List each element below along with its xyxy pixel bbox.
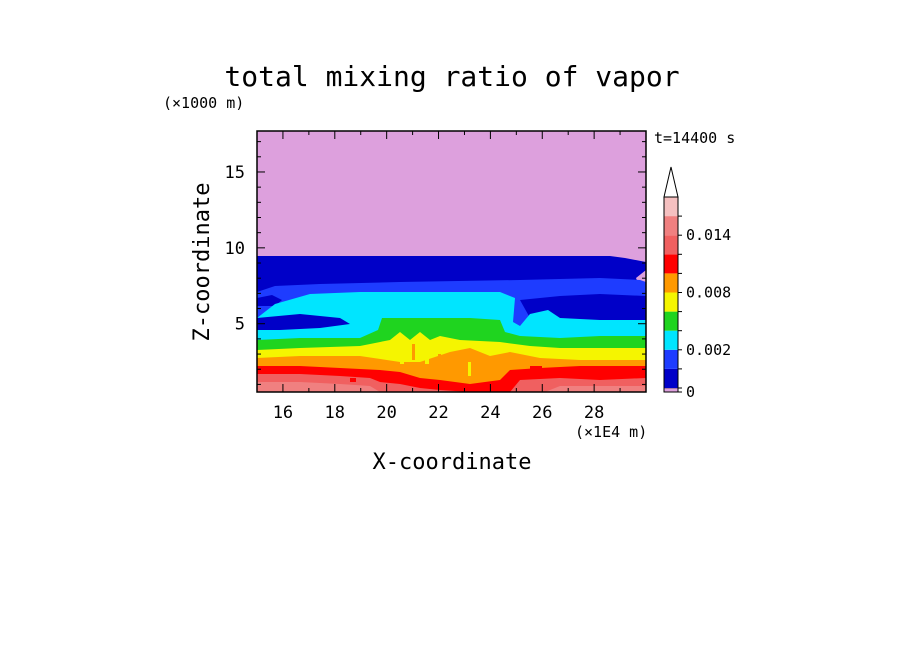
band-darkblue-bulge [257,314,350,330]
y-tick-label: 15 [225,163,245,183]
colorbar-segment [664,292,678,312]
colorbar-segment [663,387,679,393]
x-tick-label: 16 [273,403,293,423]
colorbar-label: 0.014 [686,226,731,244]
y-tick-label: 5 [235,315,245,335]
colorbar: 0 0.002 0.008 0.014 [663,166,731,401]
x-tick-label: 22 [428,403,448,423]
contour-field [257,131,646,392]
colorbar-segment [664,349,678,369]
plot-frame [256,130,647,393]
chart-title: total mixing ratio of vapor [224,60,679,93]
x-tick-label: 18 [325,403,345,423]
time-label: t=14400 s [654,129,735,147]
band-darkblue-left [257,295,282,306]
band-salmon-right [545,386,646,392]
colorbar-segment [664,311,678,331]
noise-streaks [350,344,565,382]
y-unit-label: (×1000 m) [163,94,244,112]
band-salmon [257,382,380,392]
x-tick-label: 28 [584,403,604,423]
x-axis: 16 18 20 22 24 26 28 [256,131,647,423]
colorbar-segment [664,273,678,293]
x-axis-label: X-coordinate [373,450,532,475]
x-unit-label: (×1E4 m) [575,423,647,441]
colorbar-segment [664,330,678,350]
colorbar-segment [664,197,678,217]
colorbar-segment [664,254,678,274]
colorbar-label: 0.002 [686,341,731,359]
colorbar-frame [663,196,679,393]
x-tick-label: 24 [480,403,500,423]
x-tick-label: 20 [376,403,396,423]
x-tick-label: 26 [532,403,552,423]
y-axis: 5 10 15 [225,141,646,385]
y-axis-label: Z-coordinate [190,183,215,342]
y-tick-label: 10 [225,239,245,259]
colorbar-extend-arrow [663,166,679,198]
colorbar-segment [664,368,678,388]
colorbar-segment [664,216,678,236]
colorbar-segment [664,235,678,255]
colorbar-label: 0 [686,383,695,401]
colorbar-label: 0.008 [686,284,731,302]
